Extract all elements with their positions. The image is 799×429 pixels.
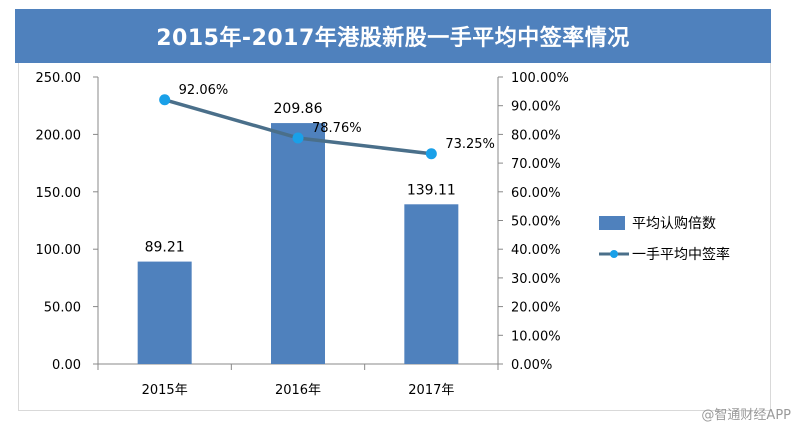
y-left-tick-label: 50.00	[44, 301, 81, 316]
line-point	[292, 132, 304, 144]
line-point	[159, 94, 171, 106]
y-right-tick-label: 60.00%	[511, 186, 561, 201]
x-tick-label: 2017年	[408, 383, 454, 398]
chart-frame	[18, 63, 771, 411]
line-point	[425, 148, 437, 160]
y-right-tick-label: 90.00%	[511, 100, 561, 115]
y-right-tick-label: 50.00%	[511, 215, 561, 230]
legend-line-label: 一手平均中签率	[632, 246, 730, 263]
bar-data-label: 209.86	[274, 101, 323, 117]
bar	[404, 204, 459, 364]
bar	[137, 261, 192, 364]
y-left-tick-label: 0.00	[52, 358, 81, 373]
y-right-tick-label: 100.00%	[511, 71, 569, 86]
x-tick-label: 2016年	[275, 383, 321, 398]
y-left-tick-label: 200.00	[36, 128, 82, 143]
legend-line-marker	[610, 250, 618, 258]
line-data-label: 92.06%	[179, 83, 229, 98]
y-right-tick-label: 0.00%	[511, 358, 552, 373]
y-right-tick-label: 10.00%	[511, 329, 561, 344]
watermark: @智通财经APP	[701, 408, 791, 423]
line-data-label: 78.76%	[312, 121, 362, 136]
chart-title: 2015年-2017年港股新股一手平均中签率情况	[15, 9, 771, 63]
bar-data-label: 139.11	[407, 182, 456, 198]
y-left-tick-label: 150.00	[36, 186, 82, 201]
legend-bar-swatch	[599, 216, 625, 230]
y-left-tick-label: 100.00	[36, 243, 82, 258]
y-right-tick-label: 30.00%	[511, 272, 561, 287]
y-right-tick-label: 20.00%	[511, 301, 561, 316]
x-tick-label: 2015年	[142, 383, 188, 398]
y-right-tick-label: 80.00%	[511, 128, 561, 143]
legend: 平均认购倍数 一手平均中签率	[599, 216, 730, 263]
y-right-tick-label: 40.00%	[511, 243, 561, 258]
y-left-tick-label: 250.00	[36, 71, 82, 86]
y-right-tick-label: 70.00%	[511, 157, 561, 172]
line-data-label: 73.25%	[445, 137, 495, 152]
bar	[271, 123, 325, 364]
legend-bar-label: 平均认购倍数	[632, 216, 716, 232]
bar-data-label: 89.21	[145, 240, 185, 256]
